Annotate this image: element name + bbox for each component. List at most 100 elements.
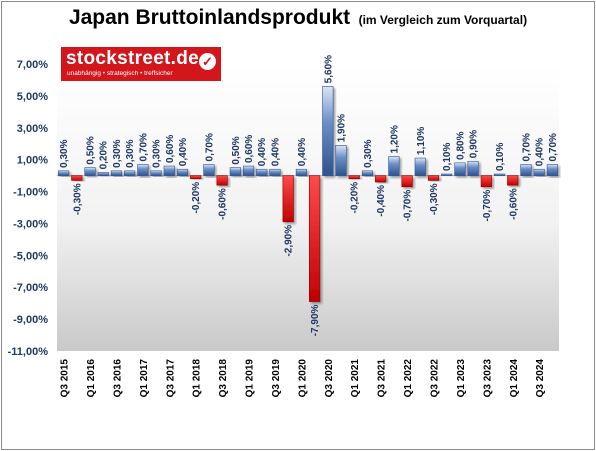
x-tick-label: Q1 2018 — [192, 359, 203, 398]
bar — [84, 167, 96, 176]
bar — [176, 168, 189, 176]
data-label: -0,40% — [376, 185, 387, 217]
data-label: 0,30% — [363, 139, 374, 167]
x-tick-label: Q1 2017 — [139, 359, 150, 398]
y-tick-label: -3,00% — [13, 218, 48, 230]
x-tick-label: Q1 2021 — [350, 359, 361, 398]
data-label: 0,50% — [86, 136, 97, 164]
chart-title: Japan Bruttoinlandsprodukt — [68, 6, 351, 29]
x-axis-tick-labels: Q3 2015 Q1 2016 Q3 2016 Q1 2017 Q3 2017 Q1 20… — [60, 359, 547, 398]
data-label: 0,60% — [244, 135, 255, 163]
data-label: 0,70% — [548, 133, 559, 161]
x-tick-label: Q3 2022 — [430, 359, 441, 398]
data-label: 0,30% — [59, 139, 70, 167]
chart-title-row: Japan Bruttoinlandsprodukt (im Vergleich… — [2, 6, 594, 30]
data-label: 0,20% — [99, 141, 110, 169]
bar — [137, 164, 149, 176]
data-label: 1,90% — [337, 114, 348, 142]
bar — [414, 157, 426, 176]
data-label: 0,10% — [495, 143, 506, 171]
data-label: -0,20% — [191, 182, 202, 214]
bar — [388, 156, 400, 176]
data-label: -0,60% — [218, 188, 229, 220]
x-tick-label: Q3 2019 — [271, 359, 282, 398]
x-tick-label: Q3 2023 — [482, 359, 493, 398]
data-label: 0,10% — [442, 143, 453, 171]
bar — [71, 175, 83, 181]
bar — [454, 162, 466, 176]
bar — [361, 170, 374, 176]
x-tick-label: Q1 2022 — [403, 359, 414, 398]
bar — [480, 175, 492, 188]
data-label: 0,40% — [535, 138, 546, 166]
bar — [256, 168, 268, 176]
y-tick-label: -11,00% — [8, 346, 49, 358]
x-tick-label: Q1 2019 — [245, 359, 256, 398]
data-label: 0,40% — [178, 138, 189, 166]
data-label: -0,60% — [508, 188, 519, 220]
x-tick-label: Q1 2023 — [456, 359, 467, 398]
data-label: 0,70% — [204, 133, 215, 161]
x-tick-label: Q3 2020 — [324, 359, 335, 398]
bar — [216, 175, 228, 186]
y-tick-label: -7,00% — [13, 282, 48, 294]
bar — [110, 170, 123, 176]
bar — [467, 160, 479, 176]
data-label: -0,70% — [403, 190, 414, 222]
bar — [309, 175, 321, 302]
bar — [58, 170, 70, 176]
x-tick-label: Q1 2020 — [297, 359, 308, 398]
data-label: 0,90% — [469, 130, 480, 158]
data-label: 0,40% — [297, 138, 308, 166]
bar — [124, 170, 136, 176]
bar — [493, 173, 506, 176]
data-label: 0,40% — [270, 138, 281, 166]
checkmark-icon: ✓ — [199, 53, 216, 70]
data-label: 0,30% — [152, 139, 163, 167]
bar — [401, 175, 413, 188]
plot-area-background — [57, 64, 559, 351]
data-label: -7,90% — [310, 304, 321, 336]
logo-tagline: unabhängig • strategisch • treffsicher — [67, 70, 173, 77]
x-tick-label: Q3 2016 — [112, 359, 123, 398]
bar — [427, 175, 440, 181]
data-label: 1,20% — [389, 125, 400, 153]
y-tick-label: -1,00% — [13, 187, 48, 199]
data-label: 0,60% — [165, 135, 176, 163]
bar — [163, 165, 175, 176]
bar — [295, 168, 307, 176]
bar — [229, 167, 241, 176]
x-tick-label: Q1 2016 — [86, 359, 97, 398]
data-label: 0,50% — [231, 136, 242, 164]
data-label: 0,40% — [257, 138, 268, 166]
bar — [348, 175, 360, 180]
x-tick-label: Q3 2024 — [535, 359, 546, 398]
bar — [242, 165, 255, 176]
bar — [322, 86, 334, 176]
y-tick-label: 1,00% — [17, 155, 48, 167]
y-tick-label: 5,00% — [17, 91, 48, 103]
y-tick-label: -5,00% — [13, 250, 48, 262]
chart-subtitle: (im Vergleich zum Vorquartal) — [358, 13, 528, 27]
bar — [546, 164, 558, 176]
data-label: -0,30% — [72, 183, 83, 215]
bar — [190, 175, 202, 180]
bar — [520, 164, 532, 176]
bar — [150, 170, 162, 176]
data-label: 1,10% — [416, 127, 427, 155]
y-axis-tick-labels: 7,00% 5,00% 3,00% 1,00% -1,00% -3,00% -5,00% -7… — [8, 59, 49, 358]
bar — [375, 175, 387, 183]
y-tick-label: 3,00% — [17, 123, 48, 135]
y-tick-label: -9,00% — [13, 314, 48, 326]
stockstreet-logo: stockstreet.de unabhängig • strategisch … — [61, 47, 221, 81]
x-tick-label: Q3 2015 — [60, 359, 71, 398]
logo-name: stockstreet.de — [66, 48, 200, 69]
bar — [269, 168, 281, 176]
data-label: 0,30% — [125, 139, 136, 167]
x-tick-label: Q3 2018 — [218, 359, 229, 398]
data-label: 5,60% — [323, 55, 334, 83]
data-label: 0,70% — [138, 133, 149, 161]
data-label: -0,20% — [350, 182, 361, 214]
